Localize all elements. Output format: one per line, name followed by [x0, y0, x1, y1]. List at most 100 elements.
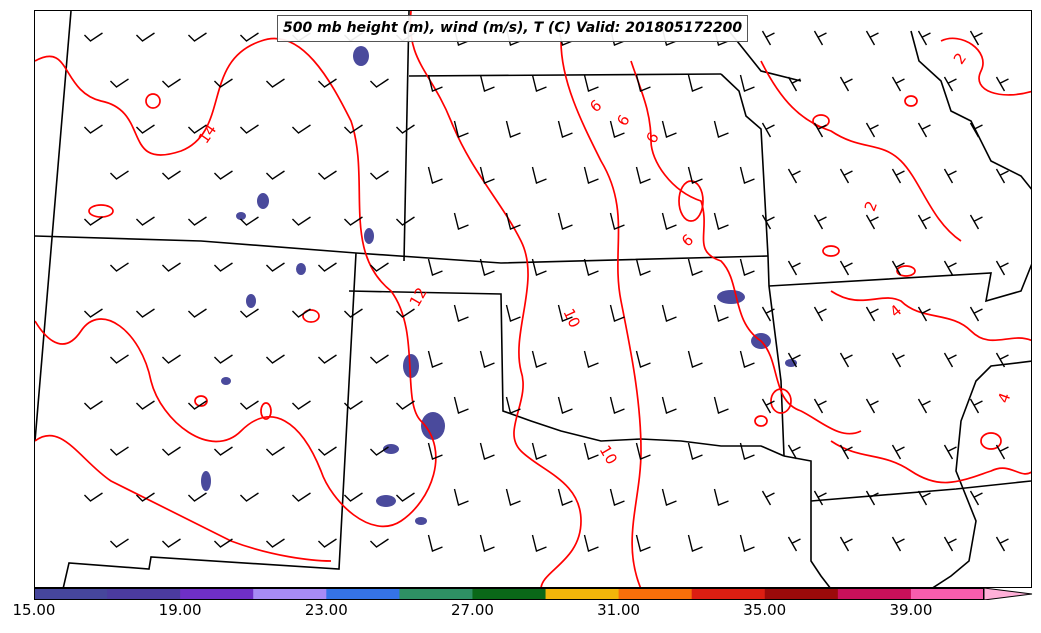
wind-barb [917, 398, 931, 414]
wind-barb [839, 444, 853, 460]
wind-barb [479, 350, 495, 368]
wind-barb [713, 304, 729, 322]
shade-patch [383, 444, 399, 454]
wind-barb [943, 536, 957, 552]
map-title: 500 mb height (m), wind (m/s), T (C) Val… [277, 15, 749, 42]
contour-label: 4 [886, 301, 905, 321]
map-canvas: 14 12 10 10 6 6 6 6 2 2 4 4 [35, 11, 1031, 587]
wind-barb [83, 400, 103, 410]
contour-loop [770, 388, 792, 414]
wind-barb [787, 168, 801, 184]
wind-barb [453, 212, 469, 230]
wind-barb [739, 442, 755, 460]
colorbar-tick-label: 27.00 [450, 601, 494, 619]
contour-loop [260, 402, 272, 420]
state-line [768, 263, 1031, 303]
wind-barb [865, 398, 879, 414]
wind-barb [135, 308, 155, 318]
wind-barb [161, 538, 181, 548]
contour-loop [896, 265, 916, 277]
wind-barb [891, 444, 905, 460]
colorbar-segment [180, 588, 254, 600]
height-shading [201, 46, 797, 525]
wind-barb [865, 122, 879, 138]
wind-barb [943, 76, 957, 92]
wind-barb [891, 536, 905, 552]
wind-barb [213, 262, 233, 272]
contour-label: 10 [596, 442, 621, 468]
wind-barb [213, 354, 233, 364]
contour-loop [822, 245, 840, 257]
wind-barb [291, 400, 311, 410]
wind-barb [891, 260, 905, 276]
wind-barb [557, 488, 573, 506]
colorbar-segment [910, 588, 985, 600]
wind-barb [917, 30, 931, 46]
contour-label: 2 [950, 50, 970, 68]
wind-barb [995, 168, 1009, 184]
wind-barb [739, 166, 755, 184]
contour-loop [904, 95, 918, 107]
state-line [35, 235, 769, 264]
wind-barb [187, 308, 207, 318]
colorbar-segment [472, 588, 547, 600]
colorbar-segment [837, 588, 912, 600]
wind-barb [265, 262, 285, 272]
wind-barb [135, 400, 155, 410]
wind-barb [635, 74, 651, 92]
wind-barb [787, 76, 801, 92]
wind-barb [943, 444, 957, 460]
wind-barb [343, 492, 363, 502]
wind-barb [531, 350, 547, 368]
wind-barb [761, 214, 775, 230]
wind-barb [531, 74, 547, 92]
contour-line [940, 37, 1031, 96]
wind-barb [187, 400, 207, 410]
wind-barb [787, 536, 801, 552]
wind-barb [395, 308, 415, 318]
contour-loop [145, 93, 161, 109]
state-line [720, 73, 785, 457]
state-line [62, 252, 357, 587]
wind-barb [187, 124, 207, 134]
wind-barb [161, 446, 181, 456]
wind-barb [995, 444, 1009, 460]
wind-barb [135, 124, 155, 134]
colorbar-segment [691, 588, 766, 600]
wind-barb [713, 488, 729, 506]
wind-barb [813, 490, 827, 506]
state-line [932, 360, 1031, 587]
wind-barb [557, 120, 573, 138]
wind-barb [787, 260, 801, 276]
wind-barb [969, 490, 983, 506]
wind-barb [343, 124, 363, 134]
wind-barb [661, 212, 677, 230]
contour-label: 6 [678, 231, 697, 251]
shade-patch [296, 263, 306, 275]
colorbar-segment [399, 588, 474, 600]
wind-barb [83, 216, 103, 226]
colorbar-tick-label: 39.00 [889, 601, 933, 619]
wind-barb [917, 306, 931, 322]
wind-barb [583, 166, 599, 184]
wind-barb [813, 306, 827, 322]
wind-barb [583, 350, 599, 368]
wind-barb [557, 212, 573, 230]
wind-barb [161, 354, 181, 364]
wind-barb [479, 74, 495, 92]
wind-barb [583, 74, 599, 92]
colorbar-tick-label: 31.00 [597, 601, 641, 619]
state-line [35, 11, 72, 442]
wind-barb [969, 122, 983, 138]
wind-barb [557, 396, 573, 414]
wind-barb [343, 216, 363, 226]
shade-patch [364, 228, 374, 244]
wind-barb [661, 488, 677, 506]
wind-barb [739, 350, 755, 368]
wind-barb [291, 308, 311, 318]
wind-barb [317, 538, 337, 548]
shade-patch [403, 354, 419, 378]
wind-barb [739, 74, 755, 92]
wind-barb [943, 168, 957, 184]
contour-line [830, 290, 1031, 342]
